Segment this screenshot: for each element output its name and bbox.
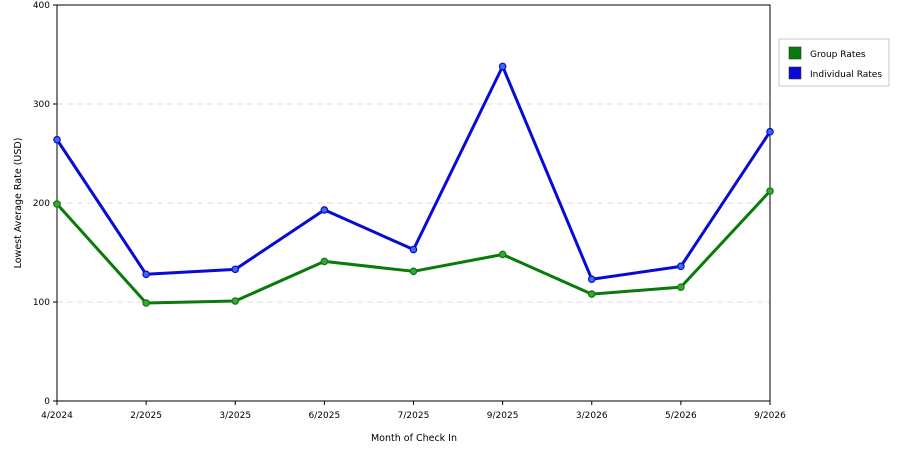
data-point-individual-rates xyxy=(320,206,329,214)
data-point-individual-rates xyxy=(53,135,61,144)
data-point-group-rates xyxy=(498,250,507,259)
series-layer xyxy=(53,62,774,307)
x-tick-label: 2/2025 xyxy=(130,411,162,421)
axis-layer: 0 100 200 300 400 4/2024 2/2025 3/2025 6/2025 7/2… xyxy=(33,1,786,421)
data-point-group-rates xyxy=(587,290,596,298)
x-tick-label: 5/2026 xyxy=(665,411,697,421)
y-tick-label: 300 xyxy=(33,100,50,110)
x-axis-title: Month of Check In xyxy=(371,433,457,444)
plot-area-border xyxy=(56,4,771,402)
y-tick-label: 0 xyxy=(44,397,50,407)
legend-label-group-rates: Group Rates xyxy=(810,50,866,60)
data-point-group-rates xyxy=(231,297,240,305)
data-point-individual-rates xyxy=(498,62,507,71)
legend-swatch-group-rates xyxy=(788,46,802,60)
legend: Group Rates Individual Rates xyxy=(778,38,890,87)
x-tick-label: 3/2025 xyxy=(219,411,251,421)
data-point-group-rates xyxy=(320,257,329,266)
legend-swatch-individual-rates xyxy=(788,66,802,80)
data-point-group-rates xyxy=(409,267,418,276)
data-point-individual-rates xyxy=(766,127,774,136)
data-point-individual-rates xyxy=(142,270,150,279)
x-tick-label: 9/2026 xyxy=(754,411,786,421)
x-tick-label: 9/2025 xyxy=(487,411,519,421)
data-point-individual-rates xyxy=(587,275,596,284)
y-tick-label: 100 xyxy=(33,298,50,308)
x-tick-label: 6/2025 xyxy=(309,411,341,421)
x-tick-label: 7/2025 xyxy=(398,411,430,421)
data-point-group-rates xyxy=(142,299,150,307)
data-point-group-rates xyxy=(53,200,61,208)
data-point-individual-rates xyxy=(677,262,685,271)
y-tick-label: 200 xyxy=(33,199,50,209)
data-point-individual-rates xyxy=(231,265,240,274)
x-tick-label: 3/2026 xyxy=(576,411,608,421)
legend-label-individual-rates: Individual Rates xyxy=(810,70,882,80)
y-tick-label: 400 xyxy=(33,1,50,11)
data-point-group-rates xyxy=(677,283,685,291)
data-point-group-rates xyxy=(766,187,774,195)
grid-layer xyxy=(57,103,770,303)
y-axis-title: Lowest Average Rate (USD) xyxy=(13,138,24,269)
x-tick-label: 4/2024 xyxy=(41,411,73,421)
data-point-individual-rates xyxy=(409,245,418,254)
